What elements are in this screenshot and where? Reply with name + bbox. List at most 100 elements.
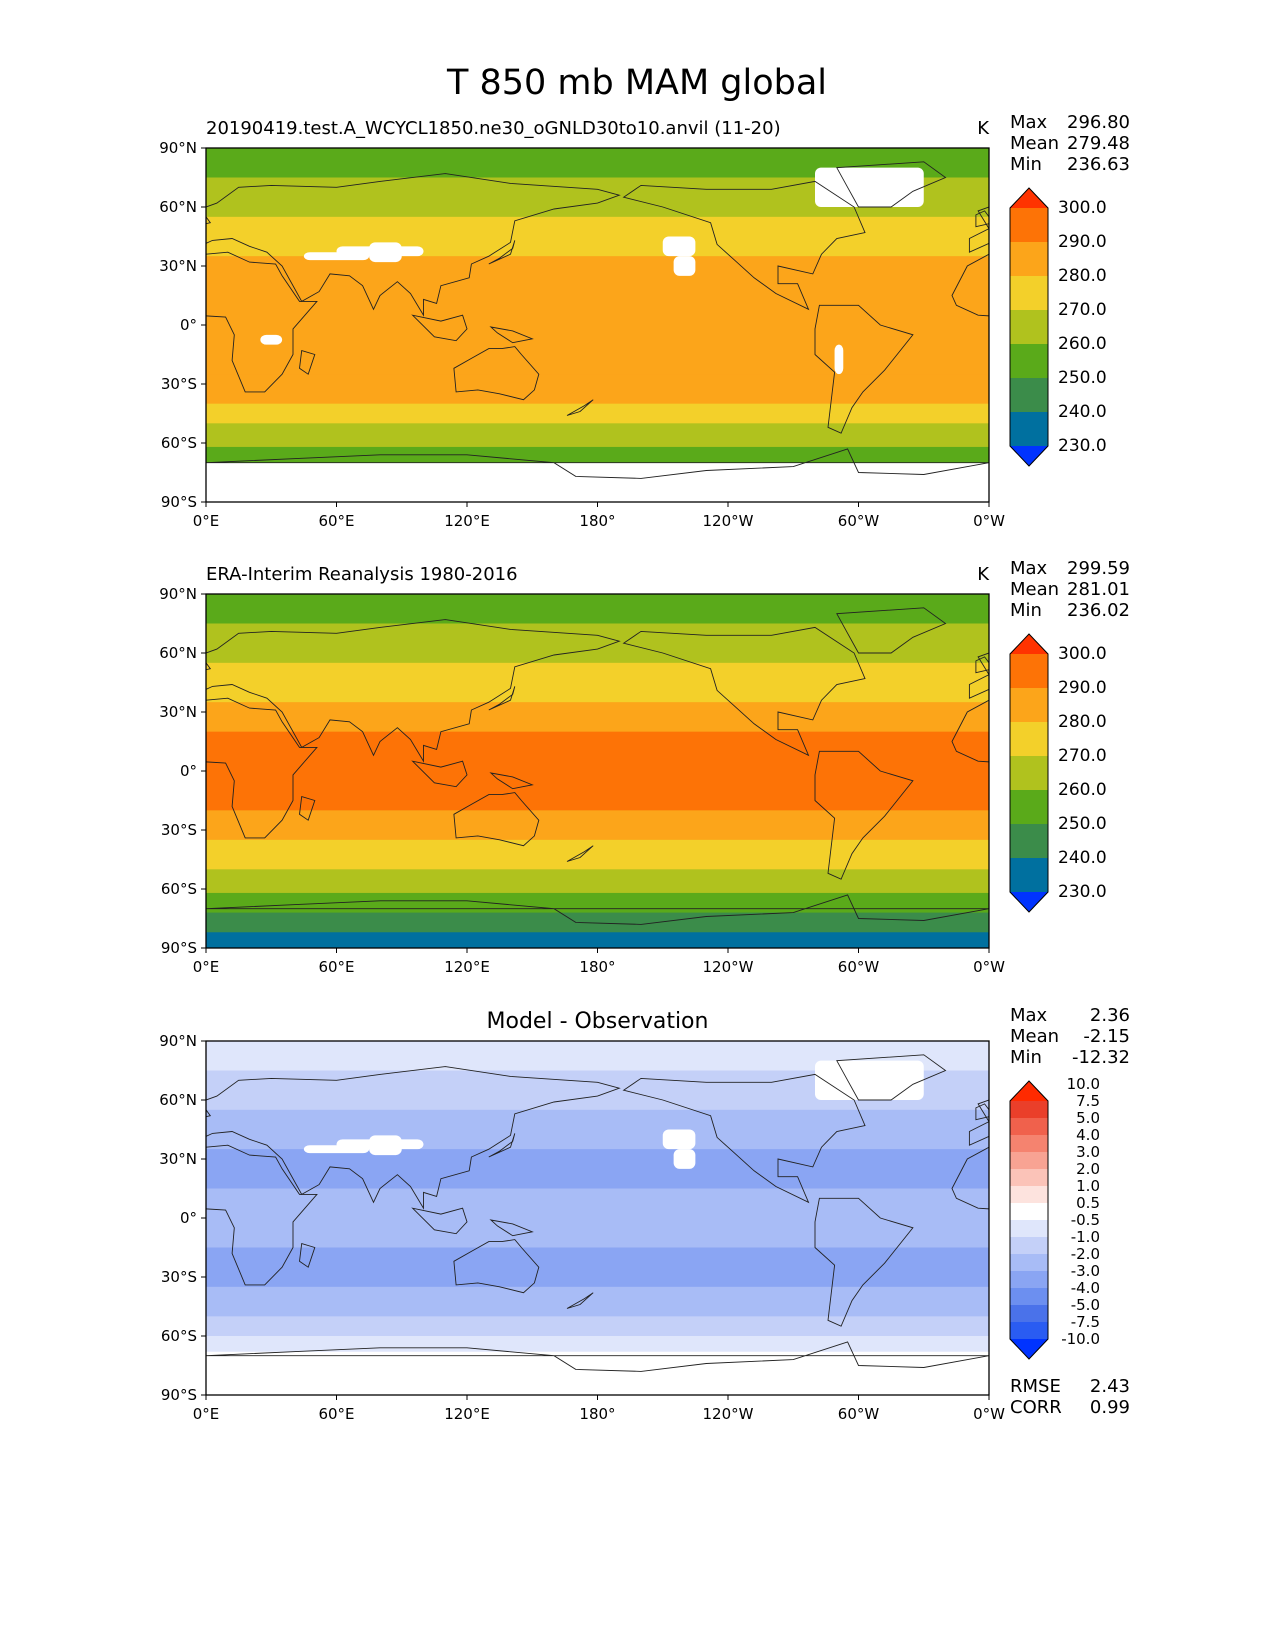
x-tick-label: 180°: [579, 1405, 615, 1423]
field-band-3: [206, 702, 989, 733]
coastline-madagascar: [299, 350, 316, 375]
coastline-greenland: [836, 607, 947, 654]
field-band-8: [206, 1336, 989, 1353]
colorbar-tick-label: 4.0: [1076, 1126, 1100, 1144]
x-tick-label: 180°: [579, 512, 615, 530]
missing-data-patch-5: [673, 1149, 696, 1169]
y-tick-label: 0°: [180, 316, 197, 334]
stat-min-value: -12.32: [1072, 1047, 1130, 1068]
colorbar-swatch: [1010, 756, 1048, 791]
x-tick-label: 120°E: [444, 512, 490, 530]
coastline-japan: [488, 1133, 516, 1158]
colorbar-swatch: [1010, 1186, 1048, 1204]
figure-title: T 850 mb MAM global: [446, 63, 827, 103]
y-tick-label: 30°N: [159, 257, 197, 275]
colorbar-swatch: [1010, 1305, 1048, 1323]
colorbar-swatch: [1010, 1152, 1048, 1170]
stat-min-label: Min: [1010, 154, 1042, 175]
x-tick-label: 0°W: [973, 958, 1005, 976]
y-tick-label: 90°N: [159, 1032, 197, 1050]
missing-data-patch-4: [662, 1129, 696, 1150]
y-tick-label: 90°S: [161, 493, 197, 511]
coastline-eurasia: [206, 619, 621, 763]
colorbar-tick-label: 240.0: [1058, 402, 1107, 422]
field-band-7: [206, 869, 989, 894]
x-tick-label: 180°: [579, 958, 615, 976]
y-tick-label: 60°N: [159, 1091, 197, 1109]
colorbar-tick-label: 290.0: [1058, 232, 1107, 252]
colorbar-swatch: [1010, 1271, 1048, 1289]
field-band-2: [206, 662, 989, 703]
rmse-label: RMSE: [1010, 1376, 1061, 1397]
field-band-0: [206, 594, 989, 625]
stat-mean-value: -2.15: [1083, 1026, 1130, 1047]
colorbar-tick-label: 2.0: [1076, 1160, 1100, 1178]
coastline-japan: [488, 240, 516, 265]
rmse-value: 2.43: [1090, 1376, 1130, 1397]
stat-mean-value: 281.01: [1067, 579, 1130, 600]
coastline-indonesia: [411, 760, 468, 788]
coastline-south-america: [814, 750, 914, 880]
coastline-north-america: [622, 180, 866, 311]
units-label: K: [977, 118, 990, 139]
stat-max-value: 296.80: [1067, 112, 1130, 133]
colorbar-extend-min: [1010, 1339, 1048, 1359]
colorbar-swatch: [1010, 688, 1048, 723]
field-band-7: [206, 1316, 989, 1337]
missing-data-patch-0: [815, 167, 924, 207]
coastline-antarctica: [206, 448, 989, 479]
x-tick-label: 120°E: [444, 958, 490, 976]
colorbar-tick-label: 260.0: [1058, 334, 1107, 354]
colorbar-swatch: [1010, 858, 1048, 893]
field-band-8: [206, 892, 989, 914]
colorbar-tick-label: 280.0: [1058, 266, 1107, 286]
colorbar-tick-label: 260.0: [1058, 780, 1107, 800]
y-tick-label: 60°N: [159, 198, 197, 216]
colorbar-tick-label: 10.0: [1067, 1075, 1100, 1093]
x-tick-label: 60°W: [838, 958, 880, 976]
coastline-madagascar: [299, 796, 316, 821]
colorbar-swatch: [1010, 1118, 1048, 1136]
colorbar-tick-label: 5.0: [1076, 1109, 1100, 1127]
stat-min-value: 236.63: [1067, 154, 1130, 175]
coastline-new-zealand: [566, 845, 594, 862]
y-tick-label: 0°: [180, 1209, 197, 1227]
field-band-8: [206, 446, 989, 464]
field-band-6: [206, 403, 989, 424]
coastline-new-guinea: [489, 1219, 534, 1237]
colorbar-outline: [1009, 1080, 1049, 1360]
panel-title: ERA-Interim Reanalysis 1980-2016: [206, 564, 518, 585]
units-label: K: [977, 564, 990, 585]
field-band-3: [206, 256, 989, 306]
x-tick-label: 0°W: [973, 512, 1005, 530]
y-tick-label: 60°S: [161, 880, 197, 898]
colorbar-swatch: [1010, 1254, 1048, 1272]
coastline-indonesia: [411, 1207, 468, 1235]
field-band-6: [206, 839, 989, 870]
coastline-africa: [206, 697, 318, 839]
coastline-antarctica: [206, 894, 989, 925]
coastline-eurasia: [206, 1066, 621, 1210]
y-tick-label: 90°S: [161, 1386, 197, 1404]
map-field: [206, 594, 989, 948]
colorbar-extend-min: [1010, 892, 1048, 912]
colorbar-tick-label: 280.0: [1058, 712, 1107, 732]
coastline-north-america: [622, 626, 866, 757]
missing-data-patch-3: [369, 242, 402, 263]
field-band-2: [206, 1109, 989, 1150]
stat-max-label: Max: [1010, 558, 1048, 579]
colorbar-extend-max: [1010, 1081, 1048, 1101]
x-tick-label: 60°E: [318, 958, 354, 976]
panel-title: Model - Observation: [487, 1009, 709, 1034]
map-panel-diff: 0°E 60°E 120°E 180° 120°W 60°W 0°W 90°N 60°N 30°N…: [159, 1005, 1130, 1423]
field-band-10: [206, 932, 989, 948]
x-tick-label: 60°E: [318, 1405, 354, 1423]
stat-min-label: Min: [1010, 1047, 1042, 1068]
coastline-uk: [975, 1103, 989, 1121]
field-band-10: [206, 1359, 989, 1395]
stat-max-value: 299.59: [1067, 558, 1130, 579]
coastline-antarctica: [206, 1341, 989, 1372]
field-band-4: [206, 305, 989, 375]
colorbar-swatch: [1010, 310, 1048, 345]
